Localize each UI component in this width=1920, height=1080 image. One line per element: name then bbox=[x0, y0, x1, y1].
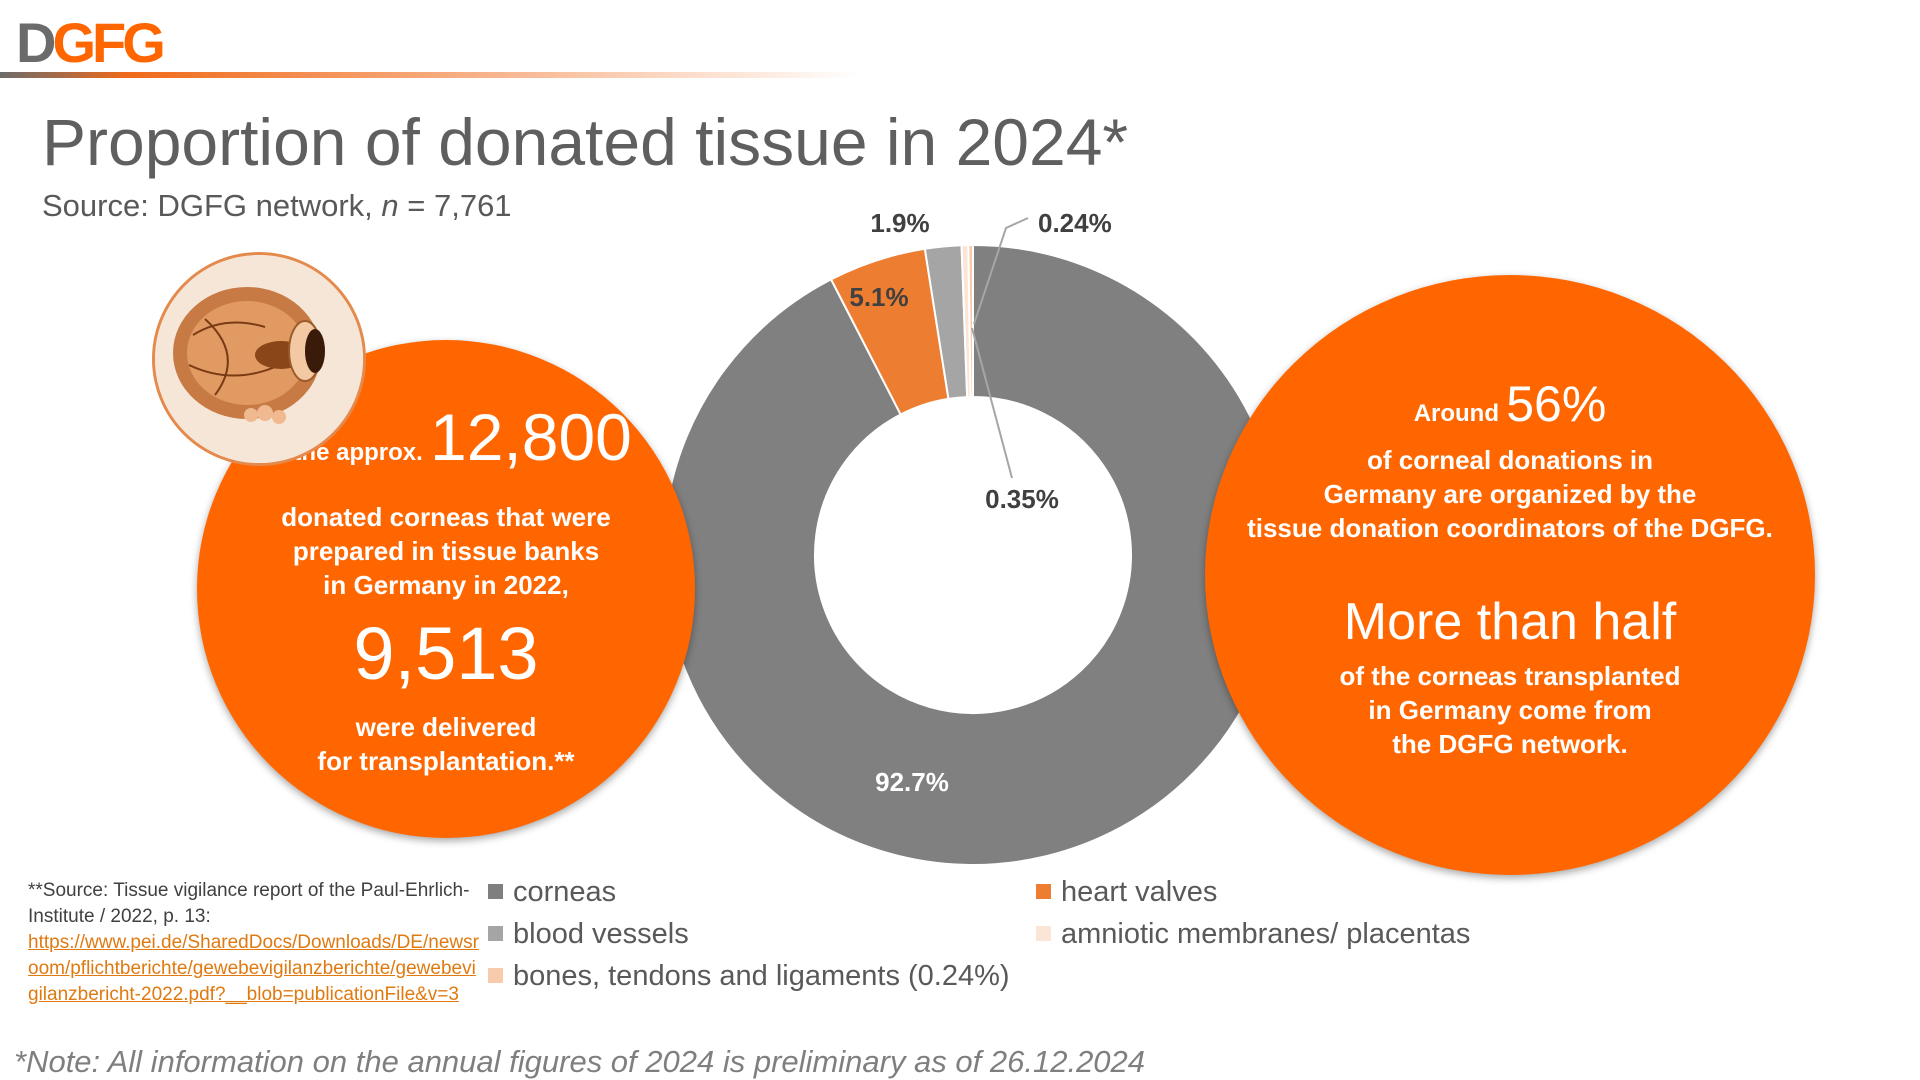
svg-text:DGFG: DGFG bbox=[16, 11, 163, 72]
callout-right-line4: tissue donation coordinators of the DGFG… bbox=[1247, 513, 1773, 543]
callout-left-line2: donated corneas that were bbox=[281, 502, 611, 532]
dgfg-share-callout: Around 56% of corneal donations in Germa… bbox=[1205, 275, 1815, 875]
footnote-link[interactable]: https://www.pei.de/SharedDocs/Downloads/… bbox=[28, 932, 479, 1005]
legend-swatch bbox=[488, 883, 503, 899]
legend-swatch bbox=[488, 925, 503, 941]
preliminary-note: *Note: All information on the annual fig… bbox=[14, 1044, 1146, 1079]
callout-left-line5: were delivered bbox=[355, 712, 537, 742]
page-subtitle: Source: DGFG network, n = 7,761 bbox=[42, 188, 512, 223]
legend-item-corneas: corneas bbox=[488, 876, 616, 909]
callout-left-line4: in Germany in 2022, bbox=[323, 570, 569, 600]
legend-swatch bbox=[1036, 925, 1051, 941]
callout-right-line3: Germany are organized by the bbox=[1323, 479, 1697, 509]
label-heart-valves: 5.1% bbox=[849, 282, 908, 312]
callout-right-line5: of the corneas transplanted bbox=[1339, 661, 1681, 691]
label-corneas: 92.7% bbox=[875, 767, 949, 797]
callout-right-line6: in Germany come from bbox=[1368, 695, 1652, 725]
footnote-text: **Source: Tissue vigilance report of the… bbox=[28, 880, 470, 927]
legend-swatch bbox=[1036, 883, 1051, 899]
legend-swatch bbox=[488, 967, 503, 983]
legend-item-amniotic: amniotic membranes/ placentas bbox=[1036, 918, 1470, 951]
callout-right-line1: Around 56% bbox=[1413, 376, 1607, 432]
legend-item-blood-vessels: blood vessels bbox=[488, 918, 689, 951]
callout-right-line2: of corneal donations in bbox=[1366, 445, 1653, 475]
legend-item-heart-valves: heart valves bbox=[1036, 876, 1217, 909]
page-title: Proportion of donated tissue in 2024* bbox=[42, 105, 1129, 179]
eye-anatomy-image bbox=[152, 252, 366, 466]
callout-right-line7: the DGFG network. bbox=[1392, 729, 1628, 759]
share-percent: 56% bbox=[1506, 376, 1607, 432]
approx-corneas-number: 12,800 bbox=[430, 400, 632, 474]
leader-line-amniotic bbox=[971, 327, 1013, 479]
label-bones: 0.24% bbox=[1038, 208, 1112, 238]
dgfg-logo: DGFG bbox=[16, 11, 167, 72]
leader-line-bones bbox=[973, 217, 1029, 325]
callout-left-line3: prepared in tissue banks bbox=[292, 536, 600, 566]
label-blood-vessels: 1.9% bbox=[870, 208, 929, 238]
delivered-corneas-number: 9,513 bbox=[353, 612, 539, 695]
legend-item-bones: bones, tendons and ligaments (0.24%) bbox=[488, 960, 1010, 993]
more-than-half-heading: More than half bbox=[1343, 593, 1677, 651]
source-footnote: **Source: Tissue vigilance report of the… bbox=[28, 878, 480, 1008]
header-divider bbox=[0, 72, 860, 78]
donut-slice-bones-tendons-and-ligaments-0-24 bbox=[967, 243, 974, 399]
callout-left-line6: for transplantation.** bbox=[317, 746, 575, 776]
label-amniotic: 0.35% bbox=[985, 484, 1059, 514]
